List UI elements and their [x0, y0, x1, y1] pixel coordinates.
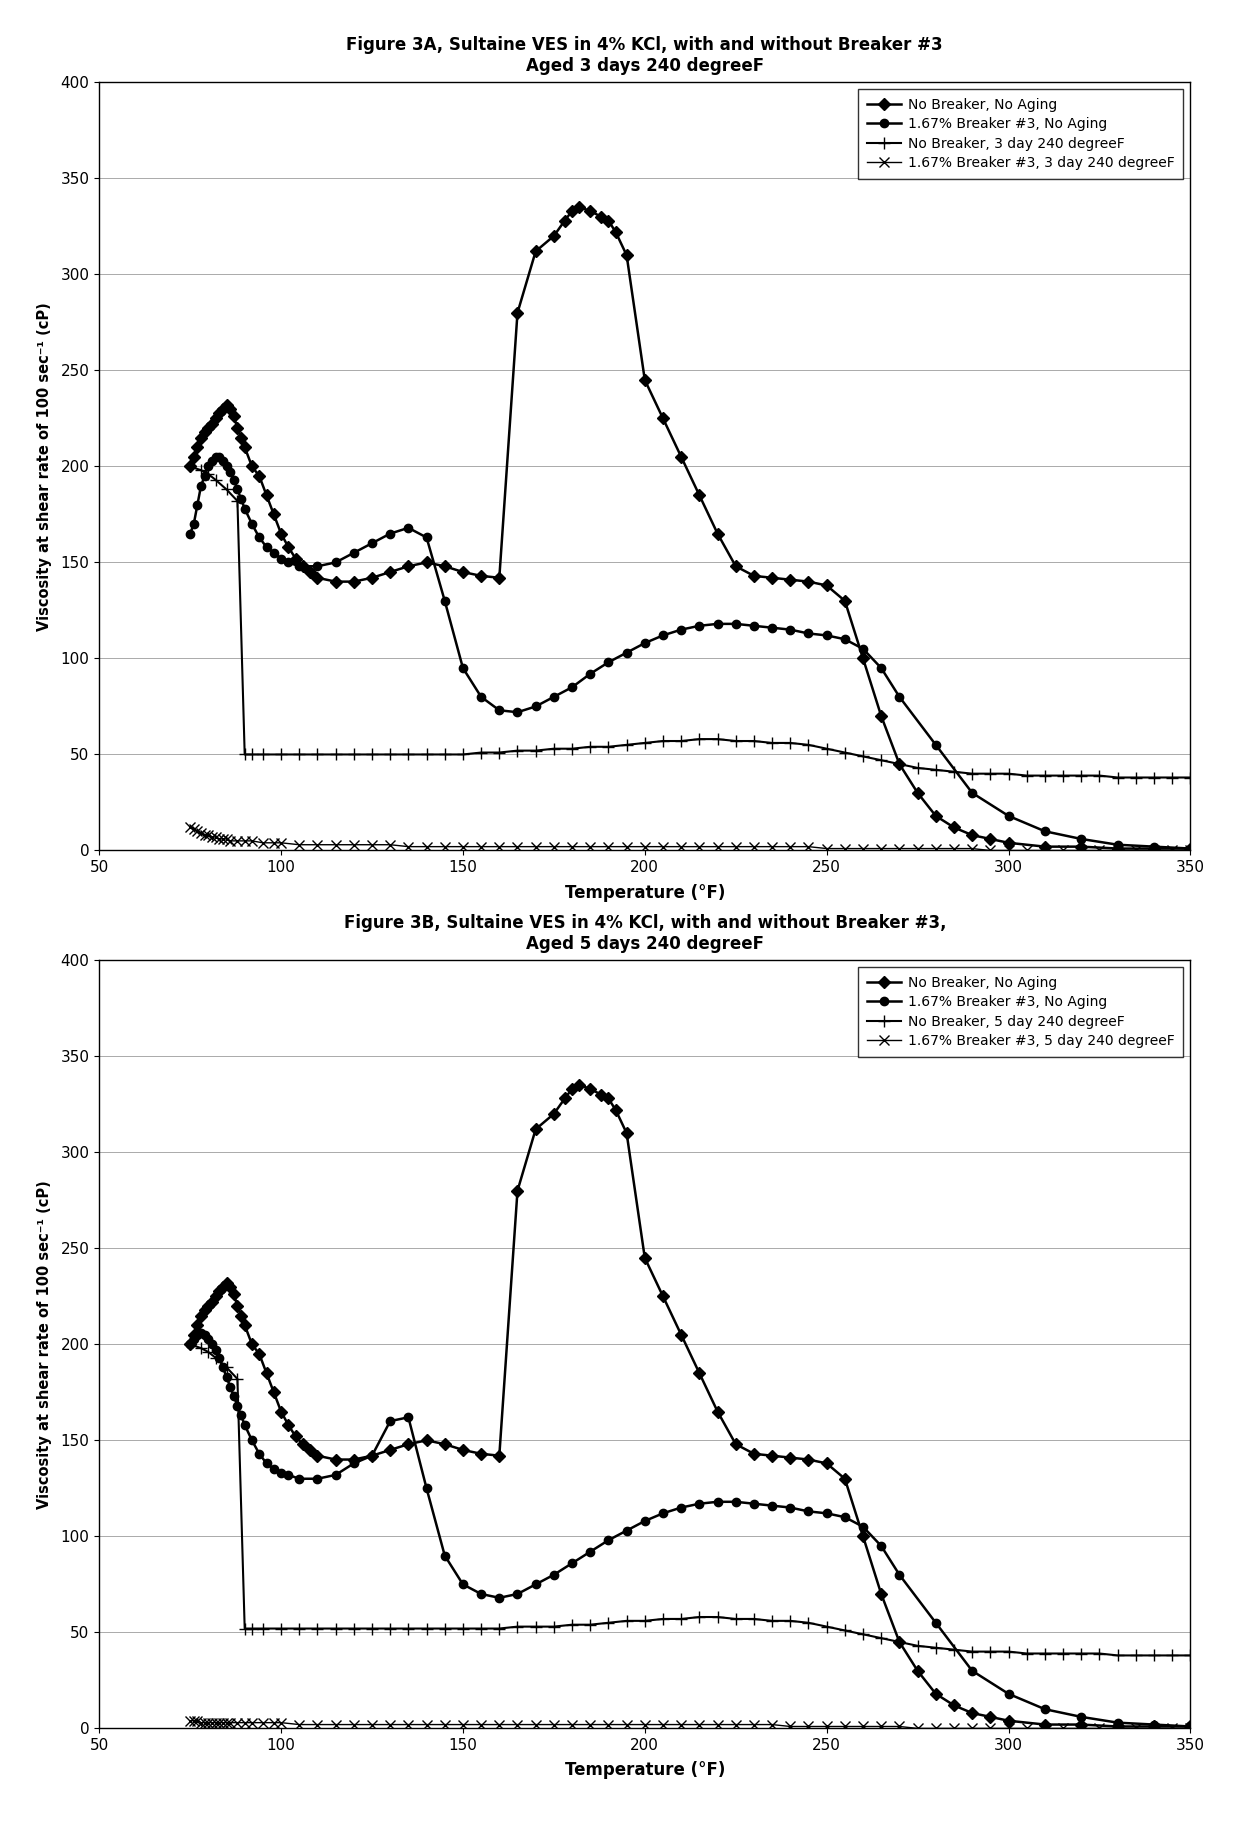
1.67% Breaker #3, 3 day 240 degreeF — [1183, 840, 1198, 861]
No Breaker, 5 day 240 degreeF — [455, 1617, 470, 1639]
1.67% Breaker #3, 5 day 240 degreeF — [1183, 1717, 1198, 1739]
1.67% Breaker #3, No Aging — [547, 1564, 562, 1586]
No Breaker, 3 day 240 degreeF — [383, 743, 398, 765]
No Breaker, 5 day 240 degreeF — [182, 1333, 197, 1355]
1.67% Breaker #3, No Aging — [1183, 1716, 1198, 1738]
1.67% Breaker #3, 5 day 240 degreeF — [474, 1714, 489, 1736]
No Breaker, No Aging — [1183, 1716, 1198, 1738]
No Breaker, No Aging — [983, 829, 998, 850]
No Breaker, 3 day 240 degreeF — [455, 743, 470, 765]
No Breaker, 5 day 240 degreeF — [474, 1617, 489, 1639]
1.67% Breaker #3, No Aging — [216, 450, 231, 472]
Line: 1.67% Breaker #3, No Aging: 1.67% Breaker #3, No Aging — [186, 452, 1194, 852]
No Breaker, No Aging — [244, 1333, 259, 1355]
No Breaker, No Aging — [929, 1683, 944, 1705]
No Breaker, 3 day 240 degreeF — [1183, 766, 1198, 788]
1.67% Breaker #3, 3 day 240 degreeF — [267, 832, 281, 854]
1.67% Breaker #3, No Aging — [182, 1333, 197, 1355]
No Breaker, No Aging — [182, 455, 197, 477]
No Breaker, 5 day 240 degreeF — [1110, 1644, 1125, 1666]
No Breaker, No Aging — [182, 1333, 197, 1355]
No Breaker, 5 day 240 degreeF — [383, 1617, 398, 1639]
No Breaker, No Aging — [303, 1439, 317, 1461]
1.67% Breaker #3, No Aging — [474, 686, 489, 708]
1.67% Breaker #3, 3 day 240 degreeF — [182, 816, 197, 838]
1.67% Breaker #3, No Aging — [193, 1322, 208, 1344]
Legend: No Breaker, No Aging, 1.67% Breaker #3, No Aging, No Breaker, 3 day 240 degreeF,: No Breaker, No Aging, 1.67% Breaker #3, … — [858, 90, 1183, 179]
No Breaker, 3 day 240 degreeF — [419, 743, 434, 765]
1.67% Breaker #3, 5 day 240 degreeF — [255, 1712, 270, 1734]
1.67% Breaker #3, 3 day 240 degreeF — [673, 836, 688, 858]
1.67% Breaker #3, No Aging — [383, 523, 398, 545]
1.67% Breaker #3, No Aging — [182, 523, 197, 545]
1.67% Breaker #3, No Aging — [474, 1582, 489, 1606]
Line: No Breaker, 5 day 240 degreeF: No Breaker, 5 day 240 degreeF — [184, 1339, 1197, 1663]
Line: No Breaker, 3 day 240 degreeF: No Breaker, 3 day 240 degreeF — [184, 461, 1197, 785]
1.67% Breaker #3, No Aging — [656, 624, 671, 646]
1.67% Breaker #3, No Aging — [637, 633, 652, 655]
1.67% Breaker #3, 3 day 240 degreeF — [474, 836, 489, 858]
1.67% Breaker #3, 5 day 240 degreeF — [656, 1714, 671, 1736]
No Breaker, 3 day 240 degreeF — [291, 743, 306, 765]
1.67% Breaker #3, 5 day 240 degreeF — [910, 1717, 925, 1739]
Title: Figure 3A, Sultaine VES in 4% KCl, with and without Breaker #3
Aged 3 days 240 d: Figure 3A, Sultaine VES in 4% KCl, with … — [346, 37, 944, 75]
Line: 1.67% Breaker #3, No Aging: 1.67% Breaker #3, No Aging — [186, 1328, 1194, 1730]
X-axis label: Temperature (°F): Temperature (°F) — [564, 1761, 725, 1780]
Line: No Breaker, No Aging: No Breaker, No Aging — [186, 1081, 1194, 1730]
No Breaker, 5 day 240 degreeF — [291, 1617, 306, 1639]
No Breaker, No Aging — [1110, 838, 1125, 860]
1.67% Breaker #3, 3 day 240 degreeF — [983, 840, 998, 861]
1.67% Breaker #3, 5 day 240 degreeF — [1074, 1717, 1089, 1739]
No Breaker, No Aging — [1183, 838, 1198, 860]
No Breaker, No Aging — [510, 1180, 525, 1202]
1.67% Breaker #3, No Aging — [547, 686, 562, 708]
Line: 1.67% Breaker #3, 5 day 240 degreeF: 1.67% Breaker #3, 5 day 240 degreeF — [185, 1716, 1195, 1734]
No Breaker, 5 day 240 degreeF — [782, 1610, 797, 1631]
No Breaker, No Aging — [244, 455, 259, 477]
No Breaker, 3 day 240 degreeF — [1110, 766, 1125, 788]
1.67% Breaker #3, No Aging — [383, 1410, 398, 1432]
1.67% Breaker #3, No Aging — [1183, 838, 1198, 860]
No Breaker, 3 day 240 degreeF — [474, 741, 489, 763]
No Breaker, No Aging — [303, 562, 317, 583]
1.67% Breaker #3, 5 day 240 degreeF — [182, 1710, 197, 1732]
1.67% Breaker #3, 3 day 240 degreeF — [1074, 840, 1089, 861]
1.67% Breaker #3, No Aging — [637, 1511, 652, 1533]
Line: No Breaker, No Aging: No Breaker, No Aging — [186, 203, 1194, 852]
No Breaker, No Aging — [929, 805, 944, 827]
1.67% Breaker #3, No Aging — [208, 446, 223, 468]
1.67% Breaker #3, 3 day 240 degreeF — [255, 832, 270, 854]
No Breaker, No Aging — [510, 302, 525, 324]
No Breaker, 5 day 240 degreeF — [1183, 1644, 1198, 1666]
No Breaker, 3 day 240 degreeF — [182, 455, 197, 477]
No Breaker, No Aging — [983, 1706, 998, 1728]
No Breaker, 3 day 240 degreeF — [782, 732, 797, 754]
1.67% Breaker #3, No Aging — [656, 1502, 671, 1524]
No Breaker, No Aging — [572, 196, 587, 218]
1.67% Breaker #3, 3 day 240 degreeF — [656, 836, 671, 858]
No Breaker, 5 day 240 degreeF — [419, 1617, 434, 1639]
Y-axis label: Viscosity at shear rate of 100 sec⁻¹ (cP): Viscosity at shear rate of 100 sec⁻¹ (cP… — [37, 1180, 52, 1509]
No Breaker, No Aging — [892, 1631, 906, 1653]
No Breaker, No Aging — [572, 1074, 587, 1096]
1.67% Breaker #3, 5 day 240 degreeF — [673, 1714, 688, 1736]
No Breaker, No Aging — [1110, 1716, 1125, 1738]
1.67% Breaker #3, 5 day 240 degreeF — [267, 1712, 281, 1734]
X-axis label: Temperature (°F): Temperature (°F) — [564, 883, 725, 902]
Y-axis label: Viscosity at shear rate of 100 sec⁻¹ (cP): Viscosity at shear rate of 100 sec⁻¹ (cP… — [37, 302, 52, 631]
Legend: No Breaker, No Aging, 1.67% Breaker #3, No Aging, No Breaker, 5 day 240 degreeF,: No Breaker, No Aging, 1.67% Breaker #3, … — [858, 968, 1183, 1057]
Title: Figure 3B, Sultaine VES in 4% KCl, with and without Breaker #3,
Aged 5 days 240 : Figure 3B, Sultaine VES in 4% KCl, with … — [343, 914, 946, 953]
1.67% Breaker #3, No Aging — [216, 1357, 231, 1379]
Line: 1.67% Breaker #3, 3 day 240 degreeF: 1.67% Breaker #3, 3 day 240 degreeF — [185, 823, 1195, 856]
No Breaker, No Aging — [892, 754, 906, 775]
